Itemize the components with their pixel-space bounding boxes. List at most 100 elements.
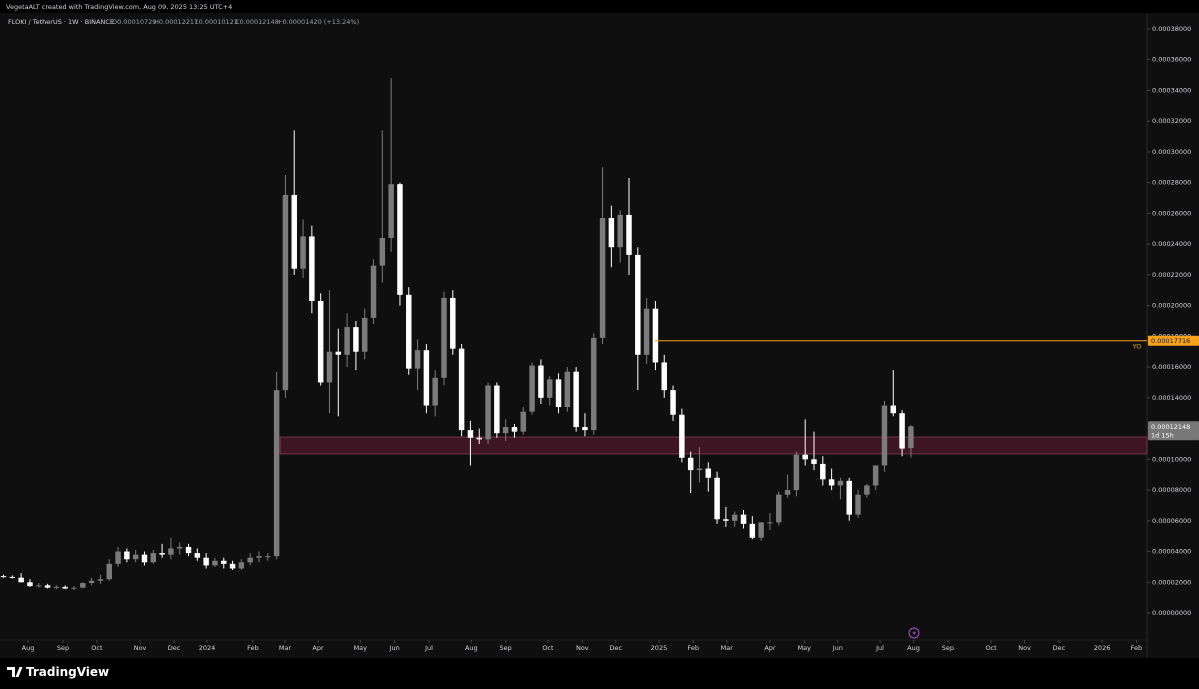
x-tick-label: Aug bbox=[465, 644, 478, 652]
candle-body bbox=[511, 427, 518, 432]
candle-body bbox=[617, 214, 623, 248]
y-tick-label: 0.00000000 bbox=[1152, 609, 1191, 617]
candle-body bbox=[731, 514, 738, 521]
event-circle bbox=[908, 627, 920, 639]
candle-body bbox=[687, 457, 694, 471]
candle-body bbox=[837, 480, 844, 486]
y-tick-label: 0.00026000 bbox=[1152, 209, 1191, 217]
candle-body bbox=[141, 554, 148, 563]
y-tick-label: 0.00028000 bbox=[1152, 179, 1191, 187]
candle-body bbox=[828, 479, 835, 486]
x-tick-label: Jun bbox=[832, 644, 843, 652]
y-tick-label: 0.00024000 bbox=[1152, 240, 1191, 248]
candle-body bbox=[229, 563, 236, 569]
candle-body bbox=[44, 585, 51, 588]
candle-body bbox=[256, 556, 262, 558]
x-tick-label: Nov bbox=[1018, 644, 1031, 652]
y-tick-label: 0.00008000 bbox=[1152, 486, 1191, 494]
candle-body bbox=[538, 365, 544, 398]
x-tick-label: Oct bbox=[985, 644, 997, 652]
candle-body bbox=[53, 586, 60, 588]
candle-body bbox=[265, 556, 271, 558]
candle-body bbox=[820, 463, 826, 480]
y-tick-label: 0.00022000 bbox=[1152, 271, 1191, 279]
legend: FLOKI / TetherUS · 1W · BINANCE O0.00010… bbox=[8, 18, 359, 26]
candle-body bbox=[520, 411, 527, 432]
x-tick-label: Aug bbox=[907, 644, 920, 652]
candle-body bbox=[749, 523, 756, 538]
price-badge bbox=[1148, 421, 1199, 441]
candle-body bbox=[564, 371, 571, 408]
x-tick-label: Feb bbox=[1131, 644, 1143, 652]
candle-body bbox=[106, 563, 112, 580]
candle-body bbox=[652, 308, 659, 363]
x-tick-label: 2025 bbox=[651, 644, 668, 652]
candle-body bbox=[361, 317, 368, 352]
x-tick-label: Nov bbox=[134, 644, 147, 652]
candle-body bbox=[608, 217, 615, 248]
candle-body bbox=[908, 426, 914, 449]
candle-body bbox=[723, 519, 729, 521]
y-tick-label: 0.00036000 bbox=[1152, 56, 1191, 64]
candle-body bbox=[80, 583, 86, 588]
candle-body bbox=[62, 586, 68, 589]
candle-body bbox=[115, 551, 121, 564]
candle-body bbox=[573, 371, 579, 428]
legend-open: O0.00010729 bbox=[112, 18, 156, 26]
candle-body bbox=[176, 546, 183, 549]
candle-body bbox=[9, 576, 16, 578]
candle-body bbox=[555, 379, 562, 408]
candle-body bbox=[273, 390, 280, 557]
footer: TradingView bbox=[7, 665, 109, 679]
candle-body bbox=[899, 413, 905, 449]
x-tick-label: Sep bbox=[500, 644, 512, 652]
y-tick-label: 0.00014000 bbox=[1152, 394, 1191, 402]
x-tick-label: Apr bbox=[764, 644, 776, 652]
y-tick-label: 0.00032000 bbox=[1152, 117, 1191, 125]
level-badge bbox=[1148, 335, 1199, 346]
legend-low: L0.00010123 bbox=[195, 18, 238, 26]
candle-body bbox=[221, 560, 227, 564]
candle-body bbox=[802, 454, 808, 460]
x-tick-label: Jul bbox=[424, 644, 433, 652]
candle-body bbox=[758, 522, 764, 538]
x-tick-label: Dec bbox=[168, 644, 181, 652]
y-tick-label: 0.00004000 bbox=[1152, 548, 1191, 556]
candle-body bbox=[203, 557, 209, 566]
candle-body bbox=[441, 297, 447, 378]
candle-body bbox=[582, 427, 588, 431]
x-tick-label: Oct bbox=[91, 644, 103, 652]
x-tick-label: 2024 bbox=[199, 644, 216, 652]
legend-high: H0.00012217 bbox=[154, 18, 198, 26]
candle-body bbox=[168, 548, 174, 555]
candle-body bbox=[282, 194, 289, 391]
candle-body bbox=[88, 580, 95, 584]
candle-body bbox=[247, 557, 253, 563]
header-credit: VegetaALT created with TradingView.com, … bbox=[6, 3, 232, 11]
candle-body bbox=[291, 194, 297, 269]
x-tick-label: Feb bbox=[247, 644, 259, 652]
candle-body bbox=[635, 254, 641, 355]
candle-body bbox=[661, 362, 667, 391]
candle-body bbox=[212, 560, 218, 566]
candle-body bbox=[476, 437, 482, 440]
candle-body bbox=[0, 576, 7, 578]
candle-body bbox=[388, 184, 394, 238]
price-badge-label: 0.00012148 bbox=[1151, 423, 1190, 431]
x-tick-label: Sep bbox=[942, 644, 954, 652]
candle-body bbox=[714, 477, 720, 520]
candle-body bbox=[97, 579, 104, 581]
candle-body bbox=[432, 377, 438, 406]
candle-body bbox=[881, 405, 888, 466]
candle-body bbox=[643, 308, 650, 355]
candle-body bbox=[793, 454, 800, 491]
brand-name: TradingView bbox=[26, 665, 109, 679]
y-tick-label: 0.00002000 bbox=[1152, 578, 1191, 586]
y-tick-label: 0.00006000 bbox=[1152, 517, 1191, 525]
candle-body bbox=[309, 236, 315, 301]
candle-body bbox=[599, 217, 606, 338]
x-tick-label: May bbox=[798, 644, 812, 652]
candle-body bbox=[300, 236, 306, 269]
